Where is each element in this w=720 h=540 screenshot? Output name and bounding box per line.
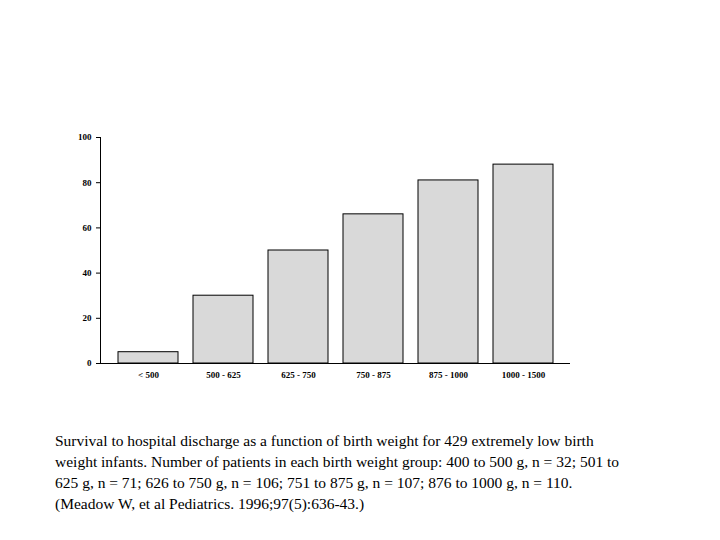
svg-text:80: 80 (83, 178, 93, 188)
svg-text:1000 - 1500: 1000 - 1500 (502, 370, 546, 380)
svg-text:625 - 750: 625 - 750 (281, 370, 316, 380)
svg-text:875 - 1000: 875 - 1000 (429, 370, 468, 380)
svg-text:750 - 875: 750 - 875 (356, 370, 391, 380)
svg-text:20: 20 (83, 313, 93, 323)
svg-text:100: 100 (78, 132, 92, 142)
svg-text:< 500: < 500 (138, 370, 159, 380)
html-text:Survival to hospital discharge: Survival to hospital discharge as a func… (55, 432, 620, 512)
svg-text:40: 40 (83, 268, 93, 278)
svg-text:60: 60 (83, 223, 93, 233)
svg-text:500 - 625: 500 - 625 (206, 370, 241, 380)
svg-text:0: 0 (87, 358, 92, 368)
